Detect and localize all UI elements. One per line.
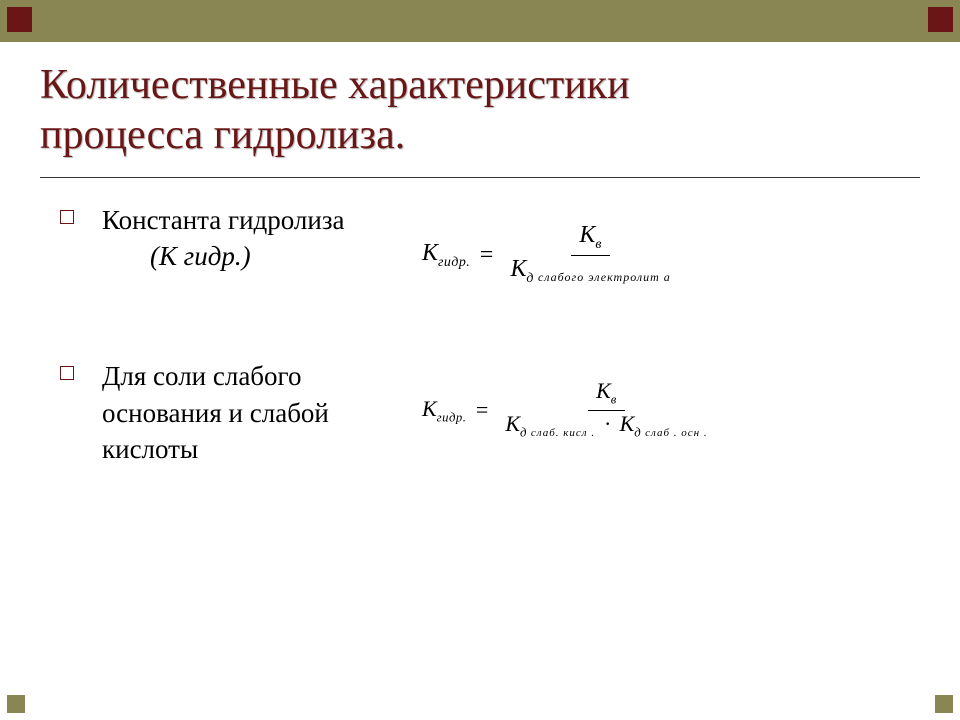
formula-block: Кгидр. = Кв Кдслаб. кисл . · Кдслаб . ос… (412, 358, 920, 442)
label-text-3: кислоты (102, 431, 412, 467)
label-text-2: основания и слабой (102, 395, 412, 431)
equals-sign: = (474, 397, 489, 423)
corner-square-icon (935, 695, 953, 713)
bullet-icon (60, 210, 74, 224)
item-label: Константа гидролиза (К гидр.) (102, 202, 412, 275)
equals-sign: = (478, 242, 494, 269)
numerator: Кв (588, 378, 625, 410)
title-line-1: Количественные характеристики (40, 60, 920, 110)
formula-lhs: Кгидр. (422, 396, 466, 425)
label-text: Для соли слабого (102, 358, 412, 394)
slide-body: Константа гидролиза (К гидр.) Кгидр. = К… (0, 178, 960, 468)
formula-lhs: Кгидр. (422, 240, 470, 271)
fraction: Кв Кдслаб. кисл . · Кдслаб . осн . (497, 378, 715, 442)
top-accent-bar (0, 0, 960, 42)
title-line-2: процесса гидролиза. (40, 110, 920, 160)
slide-title: Количественные характеристики процесса г… (0, 42, 960, 171)
list-item: Константа гидролиза (К гидр.) Кгидр. = К… (60, 202, 920, 289)
formula-block: Кгидр. = Кв Кдслабого электролит а (412, 202, 920, 289)
denominator: Кдслаб. кисл . · Кдслаб . осн . (497, 411, 715, 442)
label-text: Константа гидролиза (102, 202, 412, 238)
label-text-2: (К гидр.) (102, 238, 412, 274)
numerator: Кв (571, 222, 609, 256)
multiply-dot: · (605, 411, 611, 436)
corner-square-icon (7, 695, 25, 713)
denominator: Кдслабого электролит а (502, 256, 678, 289)
list-item: Для соли слабого основания и слабой кисл… (60, 358, 920, 467)
item-label: Для соли слабого основания и слабой кисл… (102, 358, 412, 467)
fraction: Кв Кдслабого электролит а (502, 222, 678, 289)
bullet-icon (60, 366, 74, 380)
